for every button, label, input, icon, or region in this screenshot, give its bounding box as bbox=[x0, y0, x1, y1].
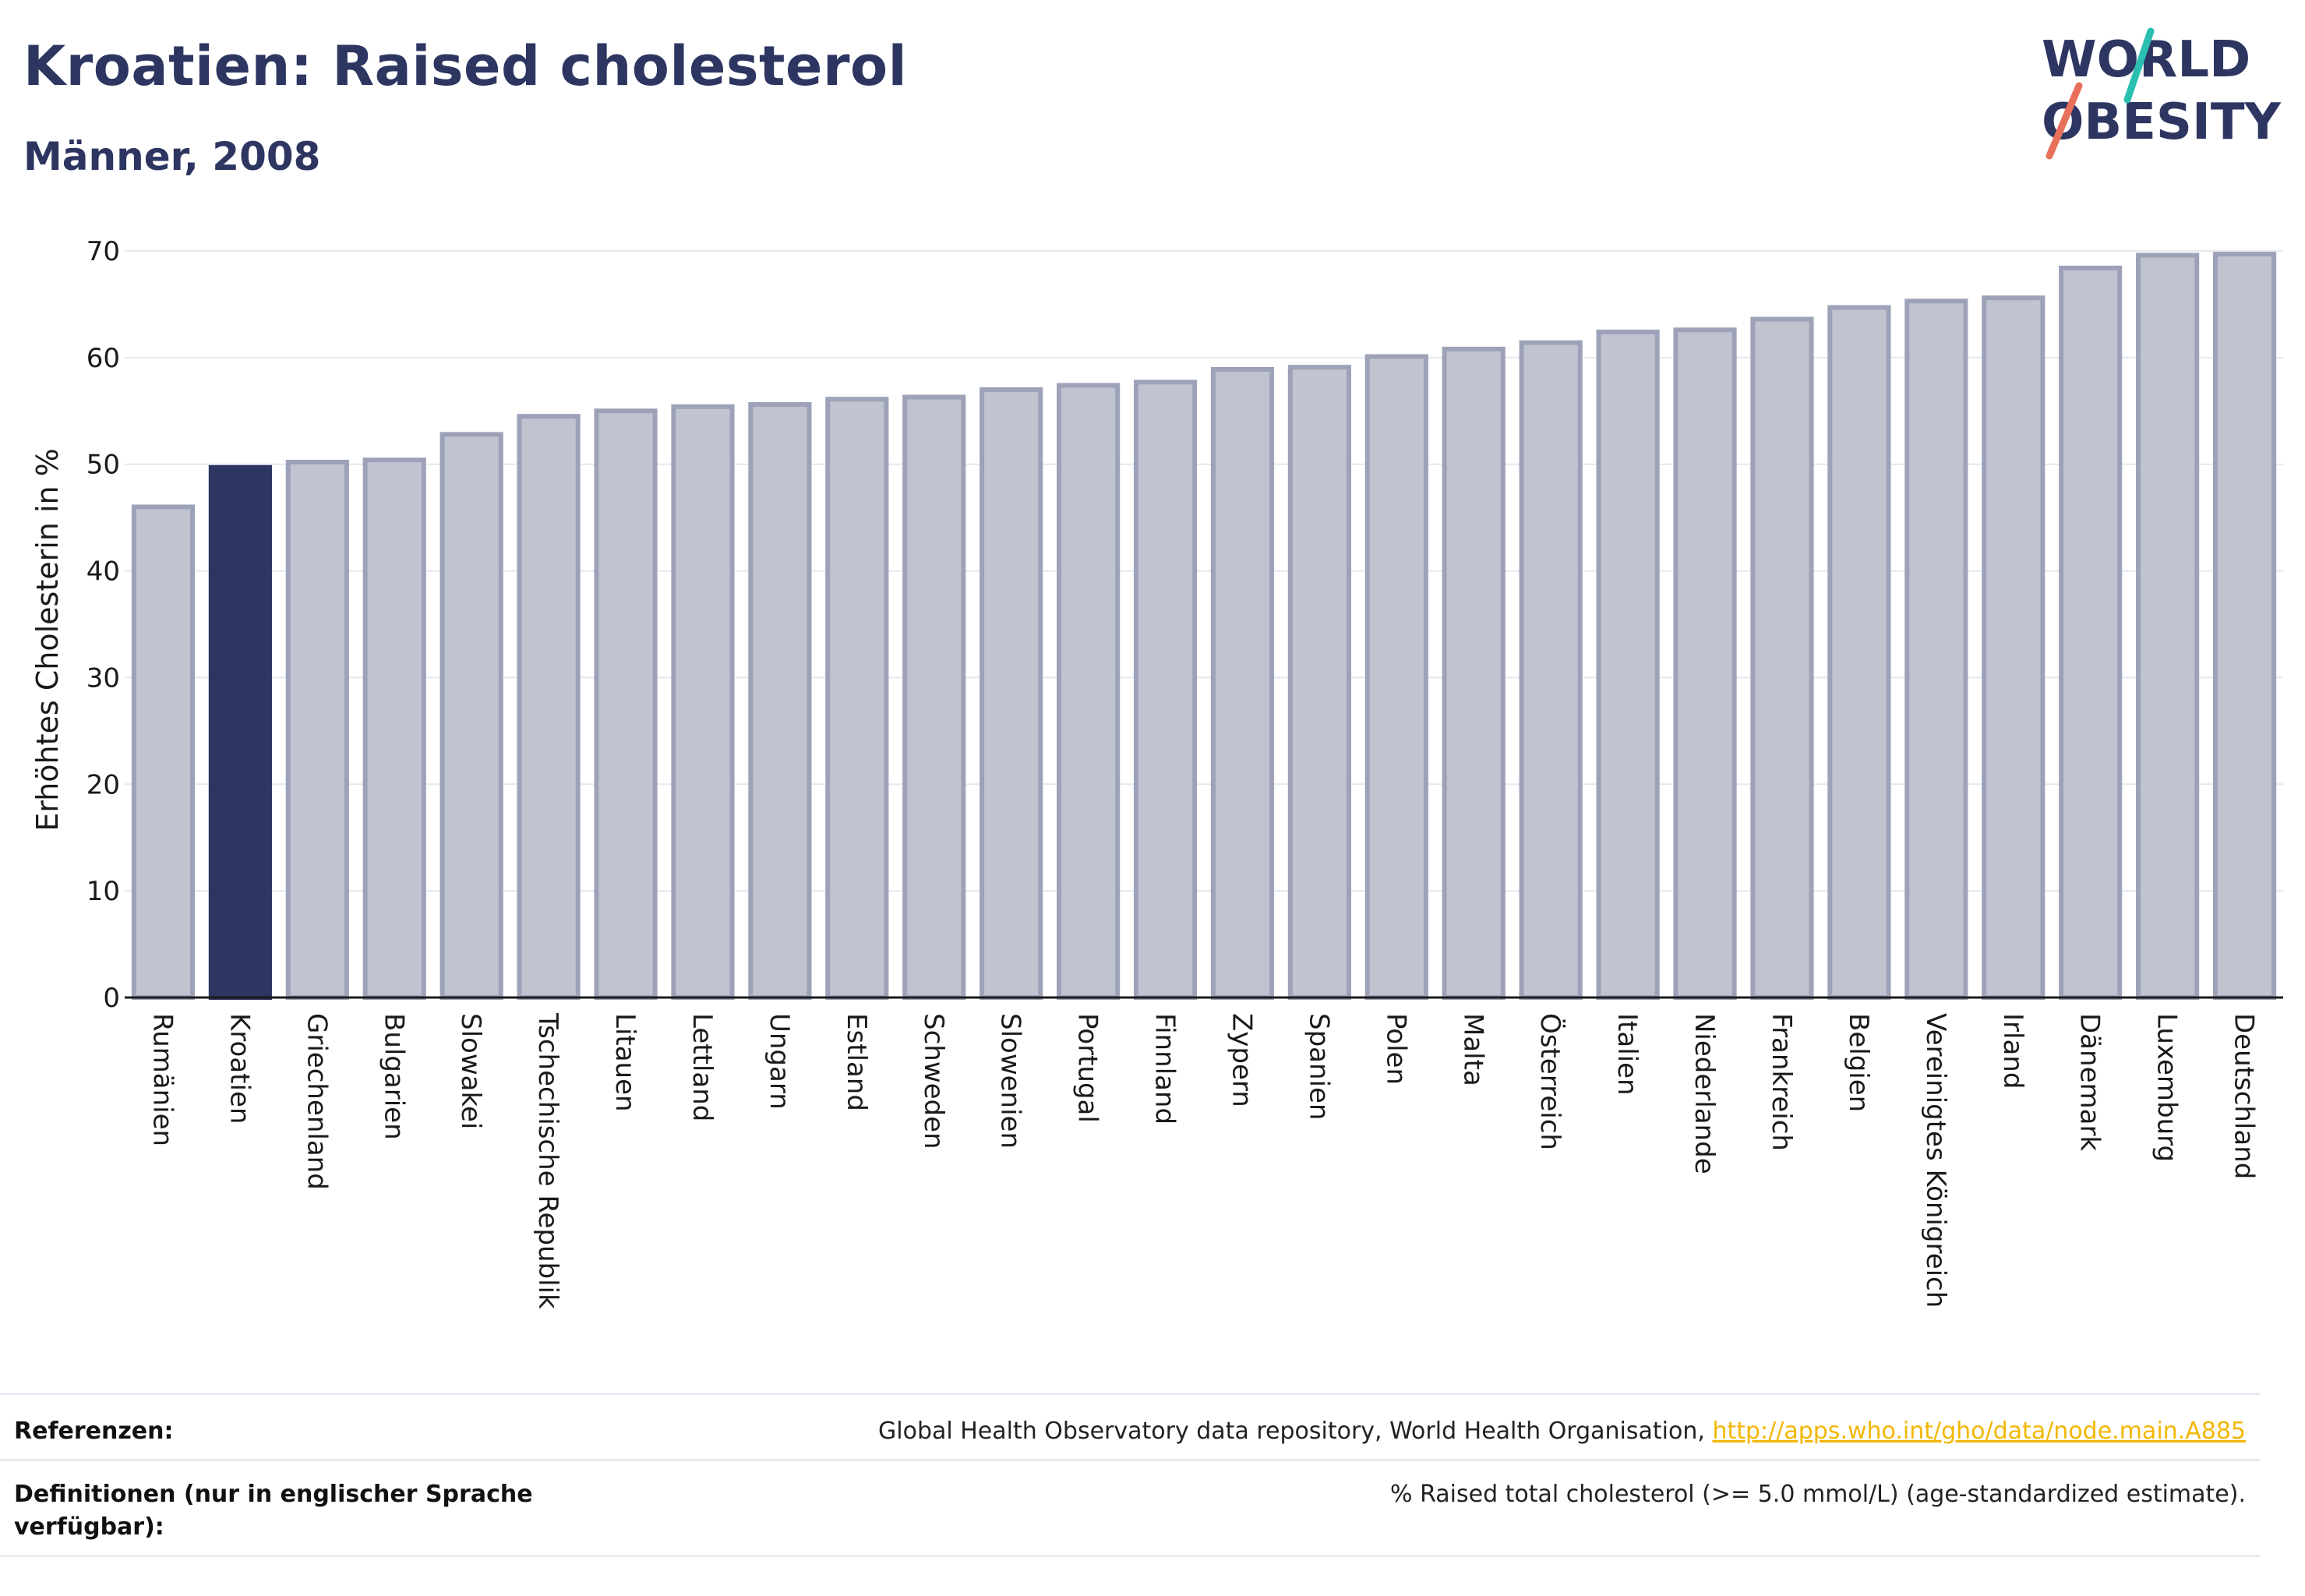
x-tick-label: Deutschland bbox=[2229, 1013, 2260, 1179]
x-tick-label: Frankreich bbox=[1766, 1013, 1797, 1151]
y-tick-label: 10 bbox=[86, 876, 120, 907]
chart-title: Kroatien: Raised cholesterol bbox=[23, 34, 908, 98]
bar bbox=[594, 408, 658, 1000]
x-tick-label: Bulgarien bbox=[378, 1013, 409, 1140]
references-value: Global Health Observatory data repositor… bbox=[878, 1415, 2246, 1448]
x-tick-label: Österreich bbox=[1534, 1013, 1566, 1150]
bar bbox=[1519, 340, 1583, 1000]
references-text: Global Health Observatory data repositor… bbox=[878, 1418, 1713, 1445]
bar bbox=[2136, 252, 2200, 1000]
bar bbox=[1133, 380, 1198, 1000]
bar bbox=[362, 457, 426, 1000]
bar bbox=[902, 394, 966, 1001]
bar bbox=[2212, 252, 2277, 1000]
bar bbox=[671, 404, 735, 1000]
bar bbox=[1442, 346, 1505, 1000]
bar bbox=[1057, 383, 1121, 1000]
x-tick-label: Estland bbox=[841, 1013, 872, 1111]
x-tick-label: Vereinigtes Königreich bbox=[1920, 1013, 1951, 1308]
logo-slash-teal bbox=[2123, 27, 2155, 104]
x-tick-label: Lettland bbox=[687, 1013, 718, 1121]
bar bbox=[1673, 327, 1737, 1000]
y-tick-label: 50 bbox=[86, 450, 120, 481]
x-tick-label: Belgien bbox=[1843, 1013, 1874, 1112]
definitions-value: % Raised total cholesterol (>= 5.0 mmol/… bbox=[1390, 1481, 2246, 1508]
x-tick-label: Kroatien bbox=[224, 1013, 255, 1124]
bar bbox=[748, 402, 812, 1000]
x-tick-label: Polen bbox=[1380, 1013, 1411, 1085]
world-obesity-logo: WORLD OBESITY bbox=[2034, 23, 2291, 164]
bar bbox=[1210, 366, 1275, 1000]
y-tick-label: 20 bbox=[86, 769, 120, 800]
x-tick-label: Niederlande bbox=[1689, 1013, 1720, 1174]
x-tick-label: Slowakei bbox=[455, 1013, 486, 1129]
logo-line-2: OBESITY bbox=[2042, 94, 2281, 151]
x-tick-label: Dänemark bbox=[2074, 1013, 2106, 1151]
bar bbox=[285, 459, 349, 1000]
y-tick-label: 40 bbox=[86, 556, 120, 588]
x-tick-label: Griechenland bbox=[301, 1013, 332, 1190]
x-tick-label: Litauen bbox=[609, 1013, 641, 1112]
y-axis-label: Erhöhtes Cholesterin in % bbox=[30, 448, 65, 832]
y-tick-label: 60 bbox=[86, 343, 120, 374]
bar bbox=[1364, 354, 1428, 1000]
bar bbox=[1596, 330, 1660, 1000]
bar-chart: 0 10 20 30 40 50 60 70 Rumänien Kroatien Griechenl… bbox=[30, 236, 2283, 1309]
x-tick-label: Malta bbox=[1457, 1013, 1488, 1086]
x-tick-label: Spanien bbox=[1303, 1013, 1334, 1120]
references-label: Referenzen: bbox=[14, 1418, 174, 1445]
world-obesity-logo-icon: WORLD OBESITY bbox=[2042, 27, 2281, 160]
x-tick-label: Portugal bbox=[1072, 1013, 1103, 1123]
y-tick-label: 0 bbox=[103, 983, 120, 1014]
bar bbox=[825, 397, 889, 1000]
chart-subtitle: Männer, 2008 bbox=[23, 134, 321, 179]
bar bbox=[1982, 295, 2046, 1000]
bar bbox=[208, 464, 272, 1000]
bar bbox=[2059, 265, 2123, 1000]
bar bbox=[131, 504, 196, 1000]
x-tick-label: Finnland bbox=[1149, 1013, 1181, 1125]
x-tick-label: Schweden bbox=[918, 1013, 949, 1149]
definitions-row: Definitionen (nur in englischer Sprache … bbox=[0, 1459, 2260, 1541]
x-tick-label: Tschechische Republik bbox=[532, 1012, 563, 1309]
x-tick-label: Irland bbox=[1997, 1013, 2028, 1089]
bar bbox=[980, 387, 1043, 1000]
y-tick-label: 70 bbox=[86, 236, 120, 267]
x-tick-label: Italien bbox=[1611, 1013, 1643, 1096]
x-tick-label: Rumänien bbox=[146, 1013, 178, 1146]
bar bbox=[1750, 316, 1814, 1000]
bar bbox=[1904, 298, 1968, 1000]
x-tick-label: Ungarn bbox=[764, 1013, 795, 1110]
logo-slash-coral bbox=[2046, 82, 2083, 160]
references-row: Referenzen: Global Health Observatory da… bbox=[0, 1393, 2260, 1445]
bar bbox=[517, 414, 581, 1000]
y-tick-label: 30 bbox=[86, 662, 120, 694]
x-tick-label: Luxemburg bbox=[2151, 1013, 2183, 1162]
definitions-label: Definitionen (nur in englischer Sprache … bbox=[14, 1481, 533, 1541]
references-link[interactable]: http://apps.who.int/gho/data/node.main.A… bbox=[1712, 1418, 2246, 1445]
bar bbox=[439, 432, 503, 1000]
bar bbox=[1287, 365, 1351, 1001]
footer-bottom-border bbox=[0, 1555, 2260, 1557]
x-tick-label: Zypern bbox=[1226, 1013, 1257, 1107]
x-tick-label: Slowenien bbox=[995, 1013, 1026, 1149]
bar bbox=[1827, 305, 1891, 1000]
